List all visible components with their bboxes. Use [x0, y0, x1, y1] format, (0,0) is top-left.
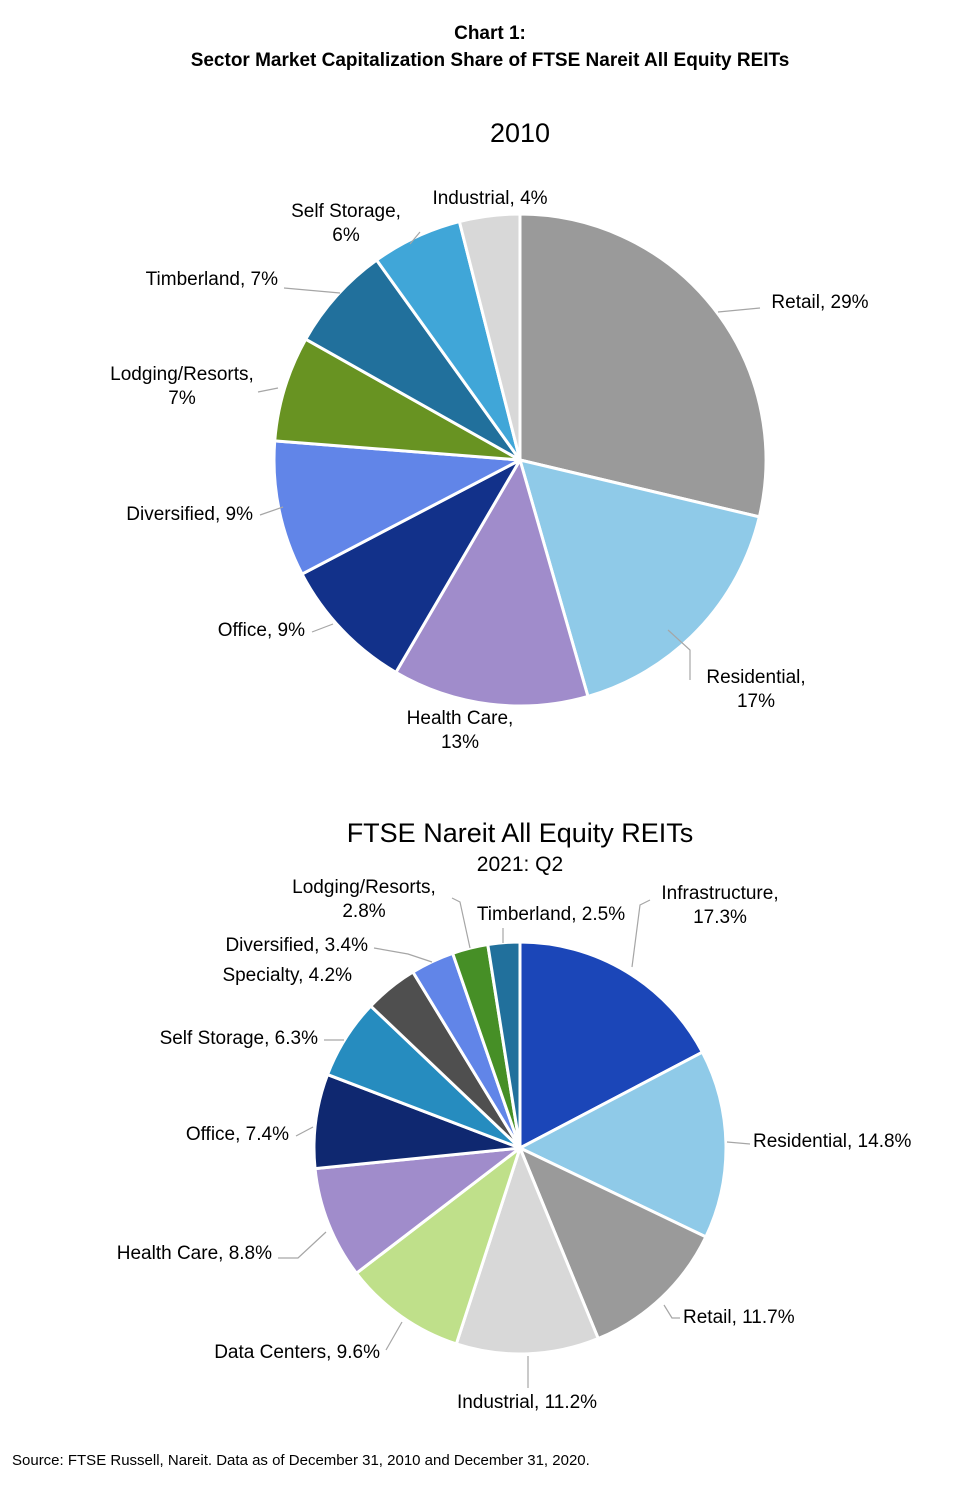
slice-label: Self Storage, 6.3% — [160, 1028, 319, 1049]
leader-line — [259, 506, 284, 516]
slice-label: Diversified, 9% — [126, 504, 253, 525]
slice-label: Timberland, 2.5% — [477, 904, 625, 925]
pie-slice — [486, 940, 522, 1150]
slice-label: Timberland, 7% — [146, 269, 278, 290]
slice-label: Infrastructure, 17.3% — [661, 883, 778, 928]
pie-slice — [518, 212, 768, 519]
pie-slice — [518, 940, 704, 1150]
pie-slice — [518, 1146, 708, 1341]
slice-label: Industrial, 11.2% — [457, 1392, 597, 1413]
pie-slice — [304, 258, 522, 462]
pie-slice — [457, 212, 522, 462]
leader-line — [257, 387, 279, 393]
pie-slice — [518, 1050, 728, 1239]
slice-label: Industrial, 4% — [432, 188, 547, 209]
leader-line — [295, 1126, 314, 1137]
leader-line — [311, 623, 334, 633]
slice-label: Specialty, 4.2% — [222, 965, 352, 986]
chart-title: FTSE Nareit All Equity REITs — [347, 818, 694, 848]
pie-slice — [272, 439, 522, 576]
slice-label: Office, 9% — [218, 620, 305, 641]
pie-slice — [313, 1146, 522, 1275]
chart-heading-line1: Chart 1: — [454, 23, 526, 44]
slice-label: Retail, 11.7% — [683, 1307, 795, 1328]
leader-line — [373, 947, 433, 963]
slice-label: Health Care, 13% — [407, 708, 514, 753]
pie-chart-2: FTSE Nareit All Equity REITs 2021: Q2 Infr… — [117, 818, 912, 1413]
pie-slice — [312, 1073, 522, 1171]
pie-slice — [394, 458, 590, 708]
slice-label: Office, 7.4% — [186, 1124, 289, 1145]
slice-label: Lodging/Resorts, 2.8% — [292, 877, 436, 922]
slice-label: Diversified, 3.4% — [225, 935, 368, 956]
slice-label: Residential, 17% — [706, 667, 805, 712]
slice-label: Retail, 29% — [771, 292, 868, 313]
chart-subtitle: 2021: Q2 — [477, 853, 563, 876]
leader-line — [283, 287, 341, 294]
chart-title: 2010 — [490, 118, 550, 148]
leader-line — [631, 899, 651, 968]
pie-slice — [354, 1146, 522, 1346]
pie-slice — [518, 458, 761, 698]
leader-line — [663, 1304, 680, 1319]
slice-label: Self Storage, 6% — [291, 201, 401, 246]
slice-label: Data Centers, 9.6% — [214, 1342, 380, 1363]
pie-slice — [300, 458, 522, 674]
chart-heading-line2: Sector Market Capitalization Share of FT… — [190, 50, 790, 71]
leader-line — [278, 1231, 327, 1259]
slice-label: Lodging/Resorts, 7% — [110, 364, 254, 409]
pie-slice — [454, 1146, 600, 1356]
leader-line — [726, 1141, 751, 1145]
slice-label: Health Care, 8.8% — [117, 1243, 272, 1264]
leader-line — [667, 629, 691, 680]
pie-chart-1: 2010 Retail, 29% Residential, 17% Health Car… — [110, 118, 869, 753]
source-note: Source: FTSE Russell, Nareit. Data as of… — [12, 1452, 590, 1469]
slice-label: Residential, 14.8% — [753, 1131, 912, 1152]
leader-line — [717, 307, 761, 313]
leader-line — [451, 897, 471, 949]
pie-slice — [273, 337, 522, 462]
leader-line — [409, 231, 421, 245]
leader-line — [385, 1321, 403, 1351]
